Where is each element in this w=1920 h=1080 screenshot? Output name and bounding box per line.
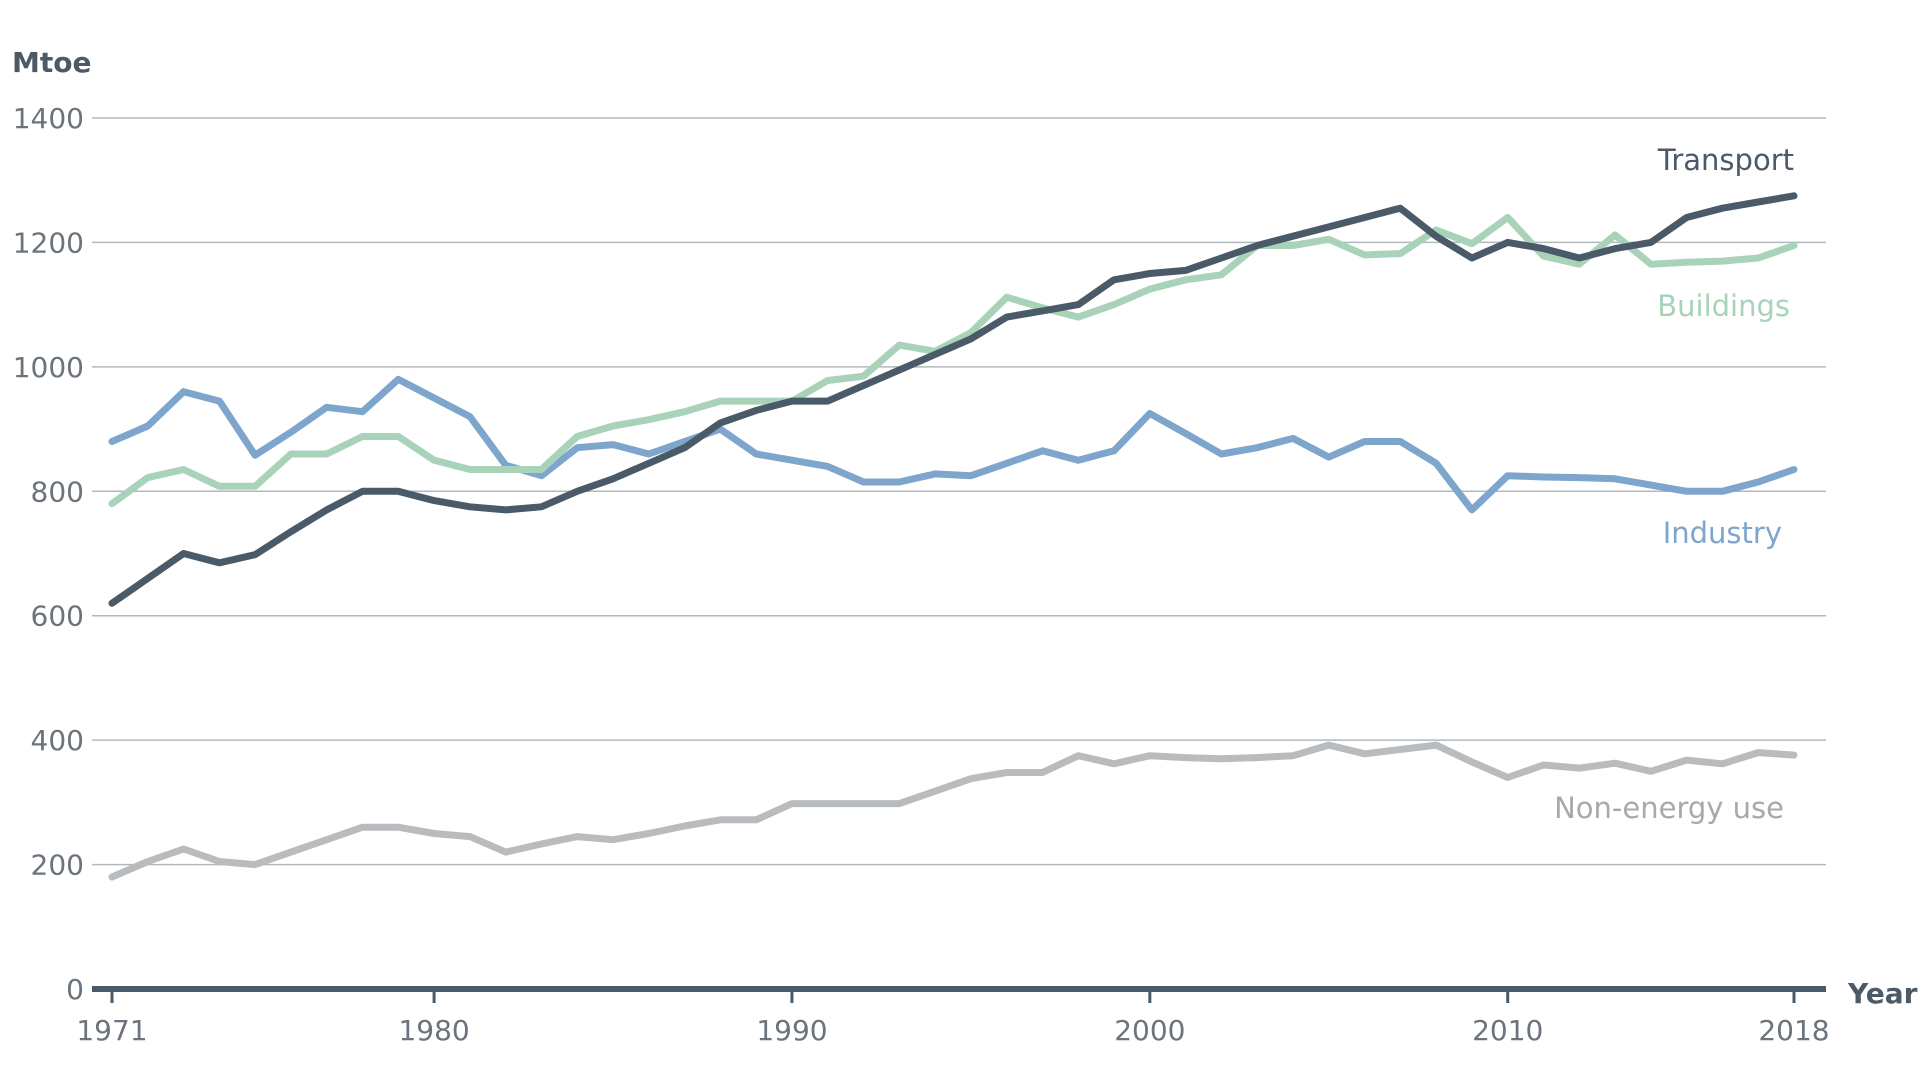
y-tick-label: 1200 (13, 226, 84, 259)
x-tick-label: 2000 (1114, 1014, 1185, 1047)
x-tick-label: 1971 (76, 1014, 147, 1047)
y-tick-label: 1000 (13, 351, 84, 384)
grid-lines (92, 117, 1826, 866)
y-axis-title: Mtoe (12, 46, 91, 79)
y-tick-label: 0 (66, 973, 84, 1006)
x-tick-label: 2010 (1472, 1014, 1543, 1047)
y-tick-label: 200 (31, 849, 84, 882)
y-tick-labels: 0 200 400 600 800 1000 1200 1400 (13, 102, 84, 1006)
series-label-non-energy-use: Non-energy use (1554, 791, 1784, 825)
x-tick-label: 1990 (756, 1014, 827, 1047)
x-axis-title: Year (1847, 977, 1918, 1010)
y-tick-label: 1400 (13, 102, 84, 135)
y-tick-label: 600 (31, 600, 84, 633)
x-axis-tick-marks (110, 989, 1796, 1003)
y-tick-label: 800 (31, 475, 84, 508)
x-tick-labels: 1971 1980 1990 2000 2010 2018 (76, 1014, 1829, 1047)
series-line-transport (108, 192, 1798, 607)
series-label-transport: Transport (1657, 143, 1794, 177)
y-tick-label: 400 (31, 724, 84, 757)
x-tick-label: 2018 (1758, 1014, 1829, 1047)
series-line-industry (108, 375, 1798, 514)
series-lines (108, 192, 1798, 881)
series-line-buildings (108, 214, 1798, 508)
series-label-industry: Industry (1663, 516, 1782, 550)
x-tick-label: 1980 (398, 1014, 469, 1047)
series-line-non-energy-use (108, 741, 1798, 881)
series-label-buildings: Buildings (1657, 289, 1790, 323)
